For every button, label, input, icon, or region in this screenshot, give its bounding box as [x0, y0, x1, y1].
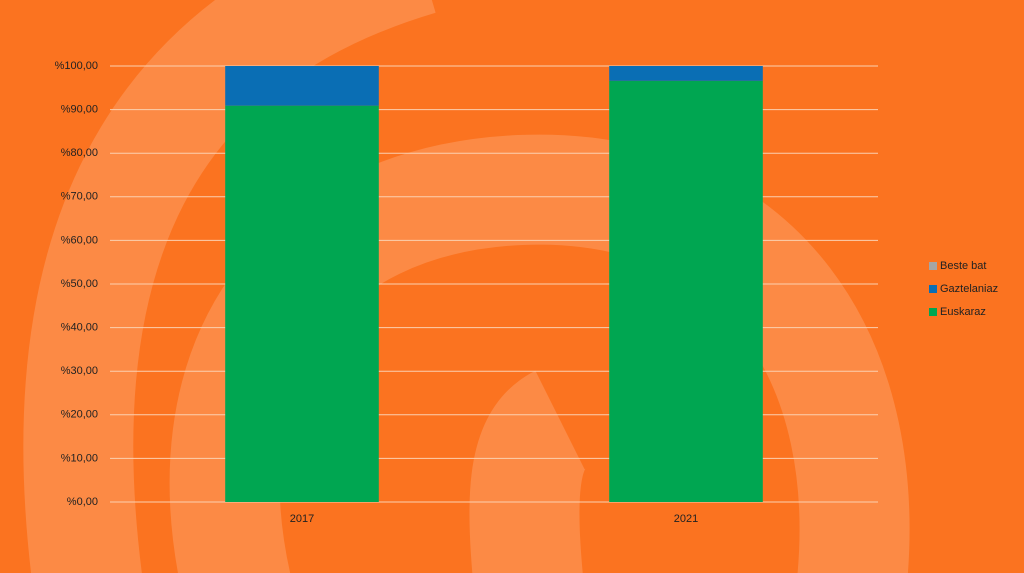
legend-swatch [929, 262, 937, 270]
legend-label: Gaztelaniaz [940, 283, 998, 295]
y-tick-label: %100,00 [55, 60, 98, 72]
legend-label: Beste bat [940, 260, 986, 272]
y-tick-label: %20,00 [61, 409, 98, 421]
y-tick-label: %30,00 [61, 365, 98, 377]
x-tick-label: 2017 [290, 513, 314, 525]
y-tick-label: %0,00 [67, 496, 98, 508]
legend-swatch [929, 285, 937, 293]
bar-segment [609, 66, 763, 81]
y-tick-label: %40,00 [61, 322, 98, 334]
y-tick-label: %60,00 [61, 234, 98, 246]
x-tick-label: 2021 [674, 513, 698, 525]
y-tick-label: %70,00 [61, 191, 98, 203]
legend-label: Euskaraz [940, 306, 986, 318]
legend-swatch [929, 308, 937, 316]
y-tick-label: %90,00 [61, 104, 98, 116]
y-tick-label: %50,00 [61, 278, 98, 290]
y-tick-label: %80,00 [61, 147, 98, 159]
y-tick-label: %10,00 [61, 452, 98, 464]
bar-segment [609, 80, 763, 502]
bar-segment [225, 105, 379, 503]
bar-segment [225, 66, 379, 106]
